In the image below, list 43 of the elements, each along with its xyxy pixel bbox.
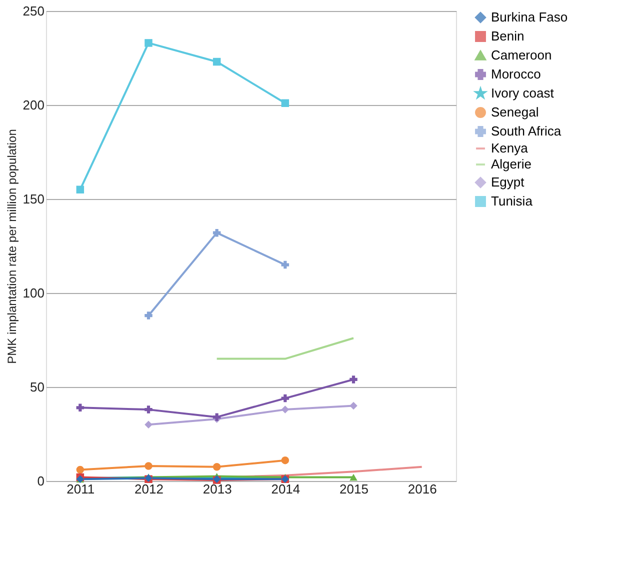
legend-label: Ivory coast [491,86,554,100]
legend-label: Burkina Faso [491,10,568,24]
x-tick-label: 2013 [202,482,232,496]
point [281,456,290,464]
x-tick-label: 2015 [340,482,368,496]
legend-label: Kenya [491,140,529,156]
point [76,404,84,412]
point [144,406,152,414]
legend-label: Cameroon [491,48,552,62]
point [212,228,221,237]
y-tick-label: 150 [22,192,44,206]
y-tick-label: 250 [22,4,44,18]
y-tick-label: 0 [37,474,44,488]
x-tick-label: 2016 [408,482,437,496]
x-tick-label: 2011 [66,482,95,496]
legend-label: Benin [491,28,524,44]
point [144,312,152,320]
y-axis-title: PMK implantation rate per million population [4,129,19,364]
point [350,474,358,481]
point [281,406,290,414]
y-tick-label: 50 [30,380,44,394]
point [144,39,152,47]
point [144,462,152,470]
legend-label: Morocco [491,66,541,82]
x-tick-label: 2014 [271,482,300,496]
y-tick-label: 200 [22,98,44,112]
point [212,463,221,471]
point [76,186,84,194]
x-tick-label: 2012 [134,482,164,496]
point [281,99,290,107]
point [144,420,152,428]
legend-label: Egypt [491,174,525,190]
point [350,376,358,384]
legend-label: South Africa [491,124,562,138]
point [212,58,221,66]
point [281,260,290,269]
y-tick-label: 100 [22,286,44,300]
point [281,394,290,402]
point [76,466,84,474]
legend-label: Algerie [491,156,532,172]
legend-label: Senegal [491,104,539,120]
legend-label: Tunisia [491,194,534,208]
point [350,402,358,410]
